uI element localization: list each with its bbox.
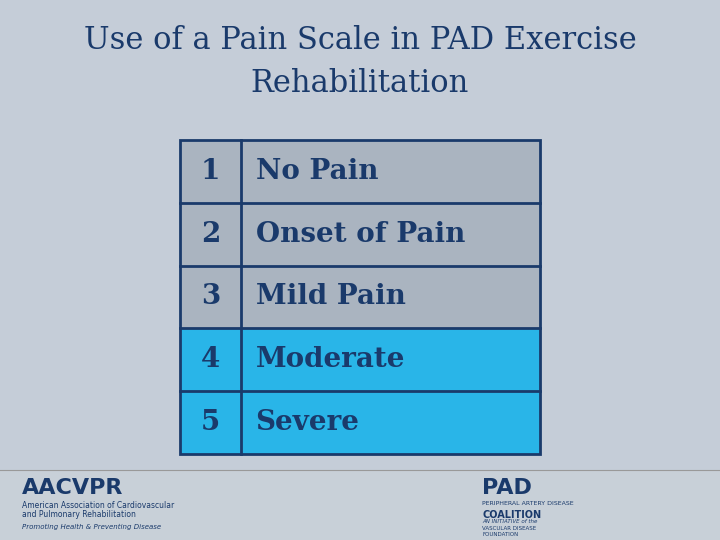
- Text: 3: 3: [201, 284, 220, 310]
- Text: PERIPHERAL ARTERY DISEASE: PERIPHERAL ARTERY DISEASE: [482, 501, 574, 506]
- Text: PAD: PAD: [482, 478, 532, 498]
- FancyBboxPatch shape: [241, 140, 540, 203]
- FancyBboxPatch shape: [241, 391, 540, 454]
- Text: American Association of Cardiovascular: American Association of Cardiovascular: [22, 501, 174, 510]
- Text: No Pain: No Pain: [256, 158, 378, 185]
- Text: Rehabilitation: Rehabilitation: [251, 68, 469, 99]
- Text: and Pulmonary Rehabilitation: and Pulmonary Rehabilitation: [22, 510, 135, 519]
- Text: Promoting Health & Preventing Disease: Promoting Health & Preventing Disease: [22, 524, 161, 530]
- FancyBboxPatch shape: [180, 391, 241, 454]
- Text: Onset of Pain: Onset of Pain: [256, 221, 465, 248]
- Text: AN INITIATIVE of the: AN INITIATIVE of the: [482, 519, 538, 524]
- Text: FOUNDATION: FOUNDATION: [482, 532, 518, 537]
- Text: VASCULAR DISEASE: VASCULAR DISEASE: [482, 526, 536, 531]
- Text: 1: 1: [201, 158, 220, 185]
- Text: Mild Pain: Mild Pain: [256, 284, 405, 310]
- Text: AACVPR: AACVPR: [22, 478, 123, 498]
- FancyBboxPatch shape: [241, 328, 540, 391]
- FancyBboxPatch shape: [180, 328, 241, 391]
- Text: COALITION: COALITION: [482, 510, 541, 520]
- FancyBboxPatch shape: [0, 470, 720, 540]
- Text: Moderate: Moderate: [256, 346, 405, 373]
- Text: 5: 5: [201, 409, 220, 436]
- FancyBboxPatch shape: [180, 266, 241, 328]
- FancyBboxPatch shape: [241, 266, 540, 328]
- FancyBboxPatch shape: [180, 203, 241, 266]
- Text: 4: 4: [201, 346, 220, 373]
- Text: Severe: Severe: [256, 409, 359, 436]
- FancyBboxPatch shape: [180, 140, 241, 203]
- Text: Use of a Pain Scale in PAD Exercise: Use of a Pain Scale in PAD Exercise: [84, 25, 636, 56]
- FancyBboxPatch shape: [241, 203, 540, 266]
- Text: 2: 2: [201, 221, 220, 248]
